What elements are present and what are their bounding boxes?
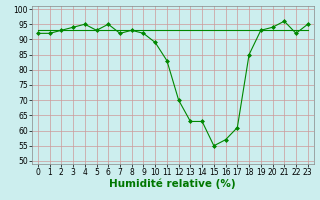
X-axis label: Humidité relative (%): Humidité relative (%): [109, 179, 236, 189]
